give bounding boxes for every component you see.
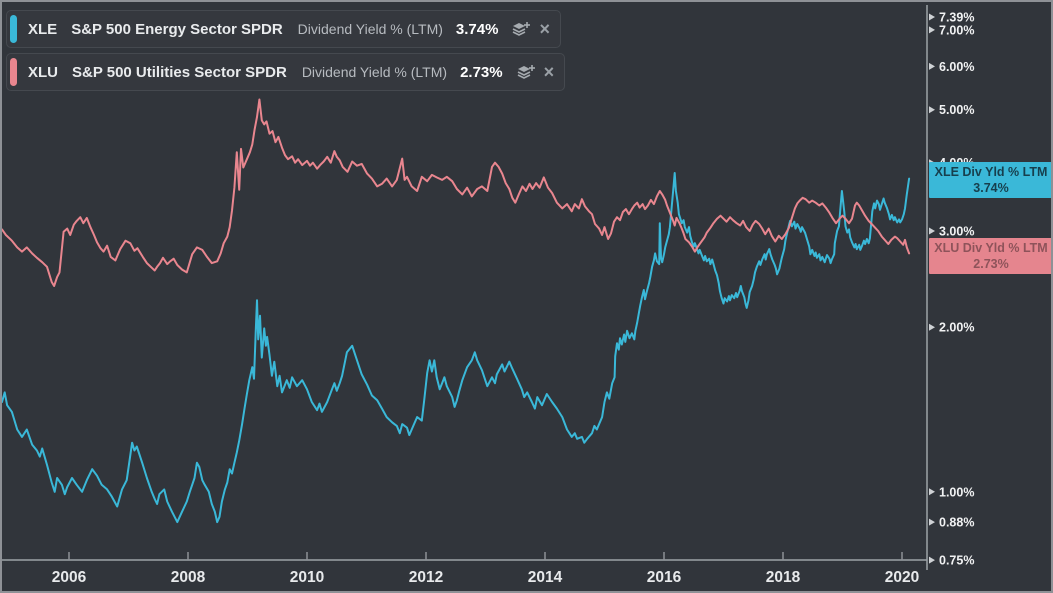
y-tick-arrow: [929, 227, 935, 235]
last-value-flag-xlu: XLU Div Yld % LTM 2.73%: [929, 238, 1051, 275]
flag-series-value: 3.74%: [973, 180, 1009, 195]
y-tick-label: 3.00%: [939, 224, 974, 238]
last-value-flag-xle: XLE Div Yld % LTM 3.74%: [929, 161, 1051, 198]
y-tick-label: 0.88%: [939, 516, 974, 530]
x-tick-label: 2008: [171, 569, 206, 586]
metric-label: Dividend Yield % (LTM): [301, 64, 448, 80]
y-tick-arrow: [929, 62, 935, 70]
ticker-label: XLE: [28, 20, 58, 38]
y-tick-label: 7.00%: [939, 23, 974, 37]
y-tick-label: 1.00%: [939, 485, 974, 499]
x-tick-label: 2006: [52, 569, 87, 586]
close-icon[interactable]: ×: [543, 62, 555, 82]
layers-plus-icon[interactable]: [516, 64, 535, 81]
flag-series-label: XLU Div Yld % LTM: [934, 241, 1048, 256]
layers-plus-icon[interactable]: [511, 21, 531, 38]
legend-row-xlu[interactable]: XLU S&P 500 Utilities Sector SPDR Divide…: [6, 53, 566, 91]
y-tick-arrow: [929, 323, 935, 331]
series-line-xle: [2, 172, 911, 524]
y-tick-arrow: [929, 556, 935, 564]
x-tick-label: 2020: [885, 569, 919, 586]
y-tick-arrow: [929, 106, 935, 114]
y-tick-arrow: [929, 13, 935, 21]
y-tick-arrow: [929, 488, 935, 496]
y-tick-label: 0.75%: [939, 554, 974, 568]
flag-series-value: 2.73%: [973, 257, 1009, 272]
current-value: 3.74%: [455, 20, 499, 38]
series-line-xlu: [2, 98, 911, 287]
legend-row-xle[interactable]: XLE S&P 500 Energy Sector SPDR Dividend …: [6, 10, 561, 48]
x-tick-label: 2012: [409, 569, 443, 586]
y-tick-arrow: [929, 518, 935, 526]
security-name: S&P 500 Energy Sector SPDR: [71, 20, 283, 38]
y-tick-label: 5.00%: [939, 103, 974, 117]
y-tick-arrow: [929, 26, 935, 34]
metric-label: Dividend Yield % (LTM): [297, 21, 443, 37]
series-color-pill-xle: [10, 15, 17, 43]
current-value: 2.73%: [460, 63, 503, 81]
x-tick-label: 2010: [290, 569, 324, 586]
x-tick-label: 2014: [528, 569, 563, 586]
ticker-label: XLU: [28, 63, 58, 81]
y-tick-label: 2.00%: [939, 321, 974, 335]
security-name: S&P 500 Utilities Sector SPDR: [72, 63, 287, 81]
y-tick-label: 7.39%: [939, 10, 974, 24]
series-color-pill-xlu: [10, 58, 17, 86]
flag-series-label: XLE Div Yld % LTM: [934, 164, 1048, 179]
y-tick-label: 6.00%: [939, 60, 974, 74]
x-tick-label: 2018: [766, 569, 801, 586]
x-tick-label: 2016: [647, 569, 682, 586]
close-icon[interactable]: ×: [539, 19, 550, 39]
